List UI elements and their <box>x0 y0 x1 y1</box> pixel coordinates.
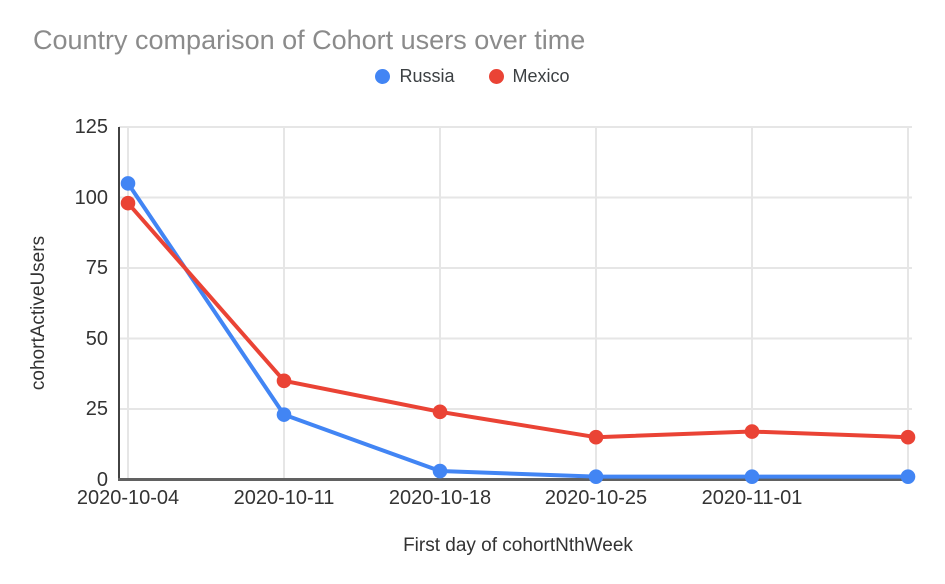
data-point-russia[interactable] <box>120 176 136 191</box>
series-line-mexico <box>126 201 910 440</box>
data-point-russia[interactable] <box>432 463 448 479</box>
chart-title: Country comparison of Cohort users over … <box>33 25 586 55</box>
x-tick-label: 2020-10-11 <box>233 487 335 509</box>
data-point-russia[interactable] <box>588 469 604 484</box>
x-tick-label: 2020-10-18 <box>388 487 492 509</box>
legend-item-russia[interactable]: Russia <box>375 65 455 87</box>
data-point-mexico[interactable] <box>120 195 136 211</box>
y-axis-title: cohortActiveUsers <box>28 235 49 391</box>
x-tick-label: 2020-10-25 <box>544 487 648 509</box>
data-point-mexico[interactable] <box>276 373 292 389</box>
data-point-mexico[interactable] <box>900 429 916 445</box>
data-point-mexico[interactable] <box>744 424 760 439</box>
legend: Russia Mexico <box>0 62 945 90</box>
series-line-russia <box>126 181 910 479</box>
legend-dot-icon <box>488 68 504 84</box>
data-point-russia[interactable] <box>276 407 292 422</box>
legend-item-mexico[interactable]: Mexico <box>488 65 570 87</box>
data-point-mexico[interactable] <box>588 429 604 445</box>
y-tick-label: 50 <box>85 327 108 350</box>
y-tick-label: 100 <box>74 186 108 209</box>
legend-label: Russia <box>399 65 455 86</box>
y-tick-label: 125 <box>74 116 108 138</box>
data-point-russia[interactable] <box>744 469 760 484</box>
x-tick-label: 2020-11-01 <box>701 487 803 509</box>
y-tick-label: 0 <box>96 468 108 491</box>
y-tick-label: 25 <box>85 398 108 420</box>
x-tick-label: 2020-10-04 <box>76 487 180 509</box>
x-axis-title: First day of cohortNthWeek <box>403 535 633 556</box>
data-point-russia[interactable] <box>900 469 916 484</box>
y-tick-label: 75 <box>85 257 108 279</box>
legend-dot-icon <box>375 68 391 84</box>
legend-label: Mexico <box>512 65 570 86</box>
data-point-mexico[interactable] <box>432 404 448 420</box>
